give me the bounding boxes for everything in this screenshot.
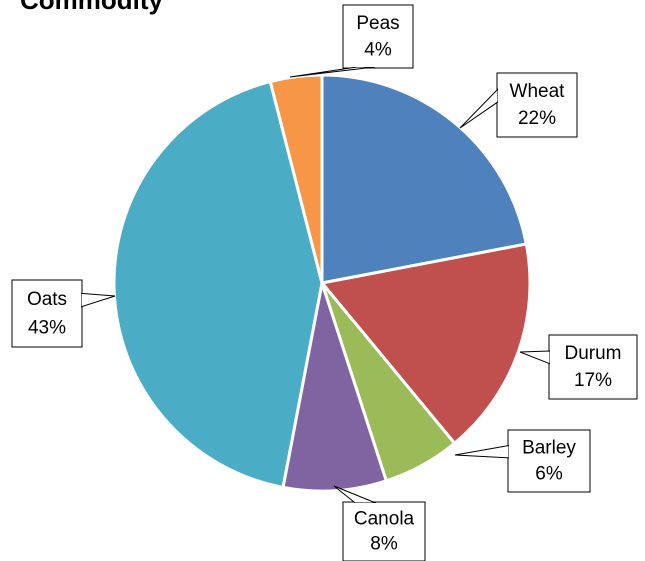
pie-slice — [281, 282, 389, 493]
value-label: 43% — [28, 317, 66, 338]
pointer-mask — [344, 503, 424, 560]
value-label: 22% — [518, 108, 556, 129]
pointer-mask — [344, 6, 412, 67]
category-label: Barley — [522, 438, 576, 459]
pie-slice — [112, 79, 324, 490]
pie-slice — [320, 73, 529, 285]
category-label: Canola — [354, 509, 415, 530]
category-label: Durum — [564, 343, 621, 364]
label-pointer — [454, 444, 510, 459]
pointer-mask — [498, 74, 576, 136]
value-label: 6% — [535, 464, 563, 485]
value-label: 17% — [574, 370, 612, 391]
category-label: Oats — [27, 289, 67, 310]
label-pointer — [80, 292, 116, 308]
chart-title: Commodity — [20, 0, 164, 15]
category-label: Peas — [356, 13, 399, 34]
value-label: 8% — [370, 533, 398, 554]
label-pointer — [459, 87, 499, 129]
pointer-mask — [509, 431, 589, 491]
category-label: Wheat — [510, 81, 566, 102]
value-label: 4% — [364, 39, 392, 60]
pointer-mask — [550, 336, 636, 398]
pie-slice — [319, 242, 532, 446]
label-pointer — [519, 350, 551, 365]
pointer-mask — [13, 281, 81, 346]
